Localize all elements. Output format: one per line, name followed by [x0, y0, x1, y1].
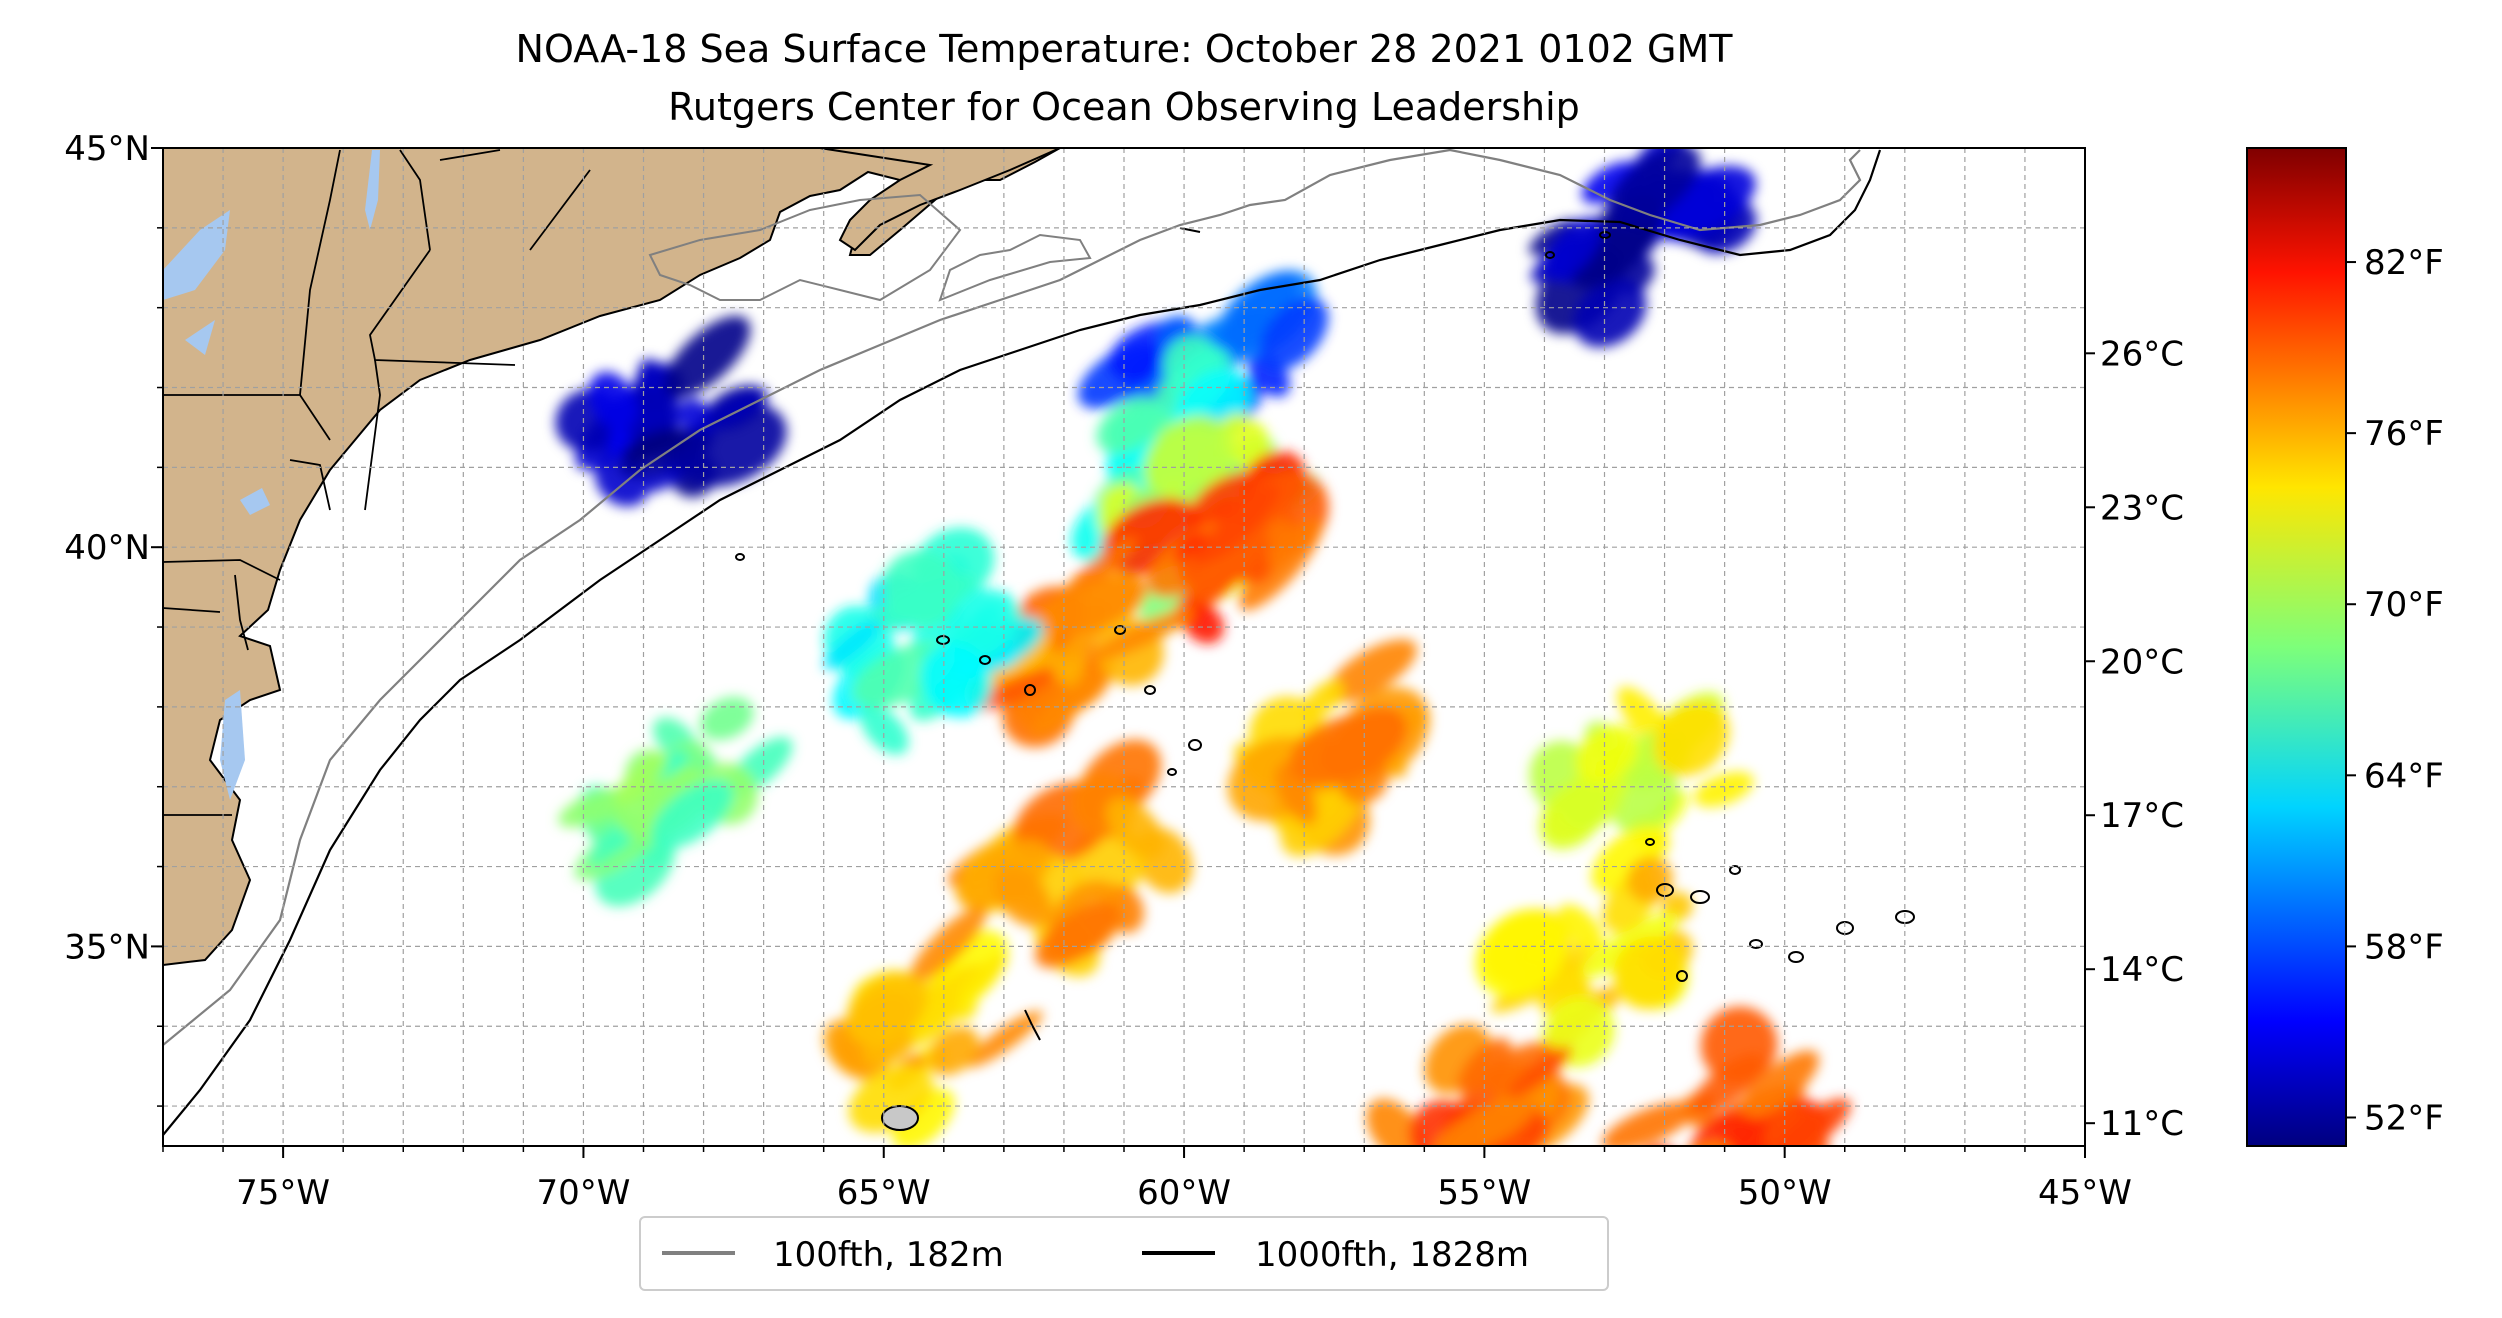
lon-tick-label: 45°W [2038, 1173, 2132, 1213]
figure-title: NOAA-18 Sea Surface Temperature: October… [516, 27, 1734, 71]
sst-region [948, 739, 1193, 977]
graticule [163, 148, 2085, 1146]
colorbar: 82°F 76°F 70°F 64°F 58°F 52°F 26°C 23°C 20°C 17°C… [2085, 147, 2444, 1147]
colorbar-label-fahrenheit: 70°F [2364, 585, 2444, 625]
sst-region [1601, 1006, 1851, 1146]
isobath-100fth [163, 148, 1862, 1046]
figure-subtitle: Rutgers Center for Ocean Observing Leade… [668, 85, 1580, 129]
sst-data-layer [555, 148, 1851, 1146]
isobath-legend: 100fth, 182m 1000fth, 1828m [639, 1216, 1609, 1291]
seamounts [735, 227, 1915, 1131]
lat-tick-label: 35°N [64, 927, 150, 967]
colorbar-label-fahrenheit: 82°F [2364, 243, 2444, 283]
lon-tick-label: 50°W [1738, 1173, 1832, 1213]
political-borders [163, 148, 820, 816]
colorbar-label-celsius: 20°C [2100, 642, 2184, 682]
sst-region [823, 527, 1044, 755]
colorbar-label-celsius: 26°C [2100, 334, 2184, 374]
sst-region [1475, 856, 1693, 1068]
lon-tick-label: 55°W [1437, 1173, 1531, 1213]
colorbar-gradient [2246, 147, 2347, 1147]
lon-tick-label: 60°W [1137, 1173, 1231, 1213]
colorbar-label-fahrenheit: 58°F [2364, 927, 2444, 967]
legend-label-100fth: 100fth, 182m [773, 1235, 1004, 1275]
lakes [163, 150, 380, 800]
isobath-1000fth [163, 149, 1882, 1136]
legend-label-1000fth: 1000fth, 1828m [1255, 1235, 1529, 1275]
colorbar-label-fahrenheit: 52°F [2364, 1098, 2444, 1138]
isobath-100fth-banks [938, 233, 1092, 302]
sst-region [1529, 686, 1754, 893]
sst-region [1366, 1023, 1589, 1146]
lon-tick-label: 70°W [536, 1173, 630, 1213]
sst-region [558, 696, 793, 907]
colorbar-label-celsius: 17°C [2100, 796, 2184, 836]
lon-tick-label: 75°W [236, 1173, 330, 1213]
land-nova-scotia [819, 148, 1061, 252]
lat-tick-label: 45°N [64, 129, 150, 169]
colorbar-ticks: 82°F 76°F 70°F 64°F 58°F 52°F 26°C 23°C 20°C 17°C… [2085, 243, 2444, 1144]
sst-region [555, 315, 787, 507]
colorbar-label-celsius: 14°C [2100, 950, 2184, 990]
colorbar-label-fahrenheit: 64°F [2364, 756, 2444, 796]
isobath-100fth-gulf [648, 193, 962, 302]
colorbar-label-fahrenheit: 76°F [2364, 414, 2444, 454]
sst-region [1529, 148, 1757, 348]
map-axes: 75°W 70°W 65°W 60°W 55°W 50°W 45°W 45°N 40°N 35°N [64, 129, 2132, 1213]
colorbar-label-celsius: 23°C [2100, 488, 2184, 528]
colorbar-label-celsius: 11°C [2100, 1104, 2184, 1144]
map-panel: 75°W 70°W 65°W 60°W 55°W 50°W 45°W 45°N 40°N 35°N [64, 129, 2132, 1213]
lon-tick-label: 65°W [837, 1173, 931, 1213]
legend-box [639, 1216, 1609, 1291]
land-north-america [163, 148, 1063, 967]
lat-tick-label: 40°N [64, 528, 150, 568]
